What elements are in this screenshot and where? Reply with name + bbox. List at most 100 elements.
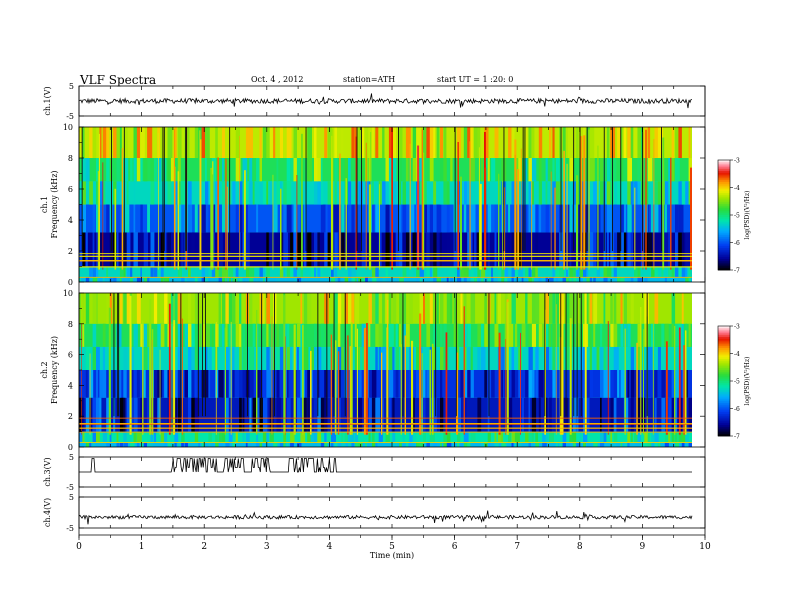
spectrogram-cell bbox=[610, 397, 615, 432]
spectrogram-cell bbox=[242, 232, 245, 267]
spectrogram-cell bbox=[559, 266, 564, 278]
spectrogram-cell bbox=[668, 431, 671, 443]
colorbar-cell bbox=[718, 346, 730, 349]
spectrogram-cell bbox=[603, 266, 608, 278]
spectrogram-cell bbox=[276, 158, 279, 182]
spectrogram-cell bbox=[201, 323, 205, 347]
spectrogram-cell bbox=[514, 266, 518, 278]
spectrogram-cell bbox=[508, 323, 514, 347]
spectrogram-cell bbox=[310, 442, 313, 447]
spectrogram-cell bbox=[596, 266, 601, 278]
colorbar-tick-label: -3 bbox=[734, 324, 740, 331]
spectrogram-streak bbox=[379, 184, 380, 270]
spectrogram-cell bbox=[460, 204, 464, 233]
spectrogram-cell bbox=[245, 431, 250, 443]
colorbar-cell bbox=[718, 163, 730, 166]
spectrogram-streak bbox=[624, 328, 626, 435]
spectrogram-cell bbox=[637, 181, 641, 205]
spectrogram-cell bbox=[266, 431, 269, 443]
spectrogram-cell bbox=[538, 127, 543, 158]
spectrogram-cell bbox=[331, 370, 336, 398]
spectrogram-cell bbox=[392, 158, 397, 182]
spectrogram-cell bbox=[572, 277, 578, 282]
spectrogram-cell bbox=[303, 204, 306, 233]
spectrogram-cell bbox=[429, 431, 435, 443]
spectrogram-cell bbox=[480, 158, 484, 182]
spectrogram-cell bbox=[300, 397, 303, 432]
spectrogram-cell bbox=[579, 346, 585, 370]
spectrogram-cell bbox=[545, 431, 549, 443]
spectrogram-cell bbox=[297, 158, 302, 182]
colorbar-cell bbox=[718, 238, 730, 242]
spectrogram-cell bbox=[511, 127, 515, 158]
spectrogram-cell bbox=[675, 442, 679, 447]
spectrogram-cell bbox=[606, 232, 609, 267]
spectrogram-cell bbox=[235, 266, 239, 278]
spectrogram-cell bbox=[623, 293, 627, 324]
spectrogram-cell bbox=[630, 181, 634, 205]
spectrogram-cell bbox=[501, 442, 507, 447]
spectrogram-cell bbox=[344, 158, 349, 182]
spectrogram-cell bbox=[654, 397, 657, 432]
spectrogram-cell bbox=[583, 397, 587, 432]
spectrogram-cell bbox=[399, 158, 402, 182]
spectrogram-cell bbox=[463, 431, 469, 443]
spectrogram-cell bbox=[307, 397, 310, 432]
spectrogram-cell bbox=[249, 370, 254, 398]
spectrogram-cell bbox=[170, 232, 174, 267]
spectrogram-cell bbox=[256, 397, 261, 432]
spectrogram-cell bbox=[545, 293, 551, 324]
colorbar-cell bbox=[718, 240, 730, 243]
spectrogram-cell bbox=[153, 397, 159, 432]
spectrogram-cell bbox=[671, 431, 675, 443]
spectrogram-streak bbox=[386, 299, 389, 435]
spectrogram-cell bbox=[664, 204, 667, 233]
spectrogram-cell bbox=[320, 158, 323, 182]
spectrogram-cell bbox=[222, 204, 226, 233]
spectrogram-cell bbox=[552, 266, 555, 278]
spectrogram-streak bbox=[674, 325, 676, 435]
colorbar-cell bbox=[718, 353, 730, 356]
spectrogram-cell bbox=[262, 181, 267, 205]
spectrogram-cell bbox=[269, 181, 272, 205]
colorbar-cell bbox=[718, 335, 730, 338]
spectrogram-cell bbox=[671, 127, 674, 158]
spectrogram-cell bbox=[606, 158, 611, 182]
colorbar-cell bbox=[718, 182, 730, 185]
spectrogram-cell bbox=[232, 370, 235, 398]
spectrogram-cell bbox=[395, 232, 400, 267]
spectrogram-cell bbox=[341, 204, 346, 233]
spectrogram-streak bbox=[310, 350, 312, 435]
spectrogram-cell bbox=[552, 127, 555, 158]
spectrogram-cell bbox=[317, 370, 320, 398]
spectrogram-cell bbox=[494, 293, 497, 324]
colorbar-cell bbox=[718, 362, 730, 365]
colorbar-cell bbox=[718, 419, 730, 422]
spectrogram-cell bbox=[174, 431, 179, 443]
spectrogram-cell bbox=[82, 204, 86, 233]
spectrogram-streak bbox=[498, 332, 501, 435]
spectrogram-cell bbox=[269, 431, 274, 443]
spectrogram-cell bbox=[348, 293, 352, 324]
spectrogram-cell bbox=[181, 431, 185, 443]
spectrogram-cell bbox=[314, 397, 319, 432]
spectrogram-cell bbox=[136, 127, 140, 158]
spectrogram-cell bbox=[293, 204, 297, 233]
spectrogram-cell bbox=[239, 293, 242, 324]
spectrogram-cell bbox=[354, 293, 360, 324]
spectrogram-cell bbox=[654, 127, 660, 158]
spectrogram-streak bbox=[151, 329, 154, 435]
spectrogram-dark-line bbox=[162, 127, 164, 251]
spectrogram-cell bbox=[334, 442, 338, 447]
spectrogram-cell bbox=[412, 431, 417, 443]
colorbar-tick-label: -4 bbox=[734, 351, 740, 358]
spectrogram-streak bbox=[643, 329, 644, 435]
spectrogram-cell bbox=[657, 127, 663, 158]
y-axis-label-frequency: Frequency (kHz) bbox=[50, 336, 59, 404]
spectrogram-cell bbox=[235, 323, 241, 347]
spectrogram-cell bbox=[514, 323, 518, 347]
spectrogram-cell bbox=[405, 442, 409, 447]
spectrogram-cell bbox=[600, 266, 604, 278]
spectrogram-cell bbox=[613, 442, 617, 447]
spectrogram-cell bbox=[140, 397, 144, 432]
